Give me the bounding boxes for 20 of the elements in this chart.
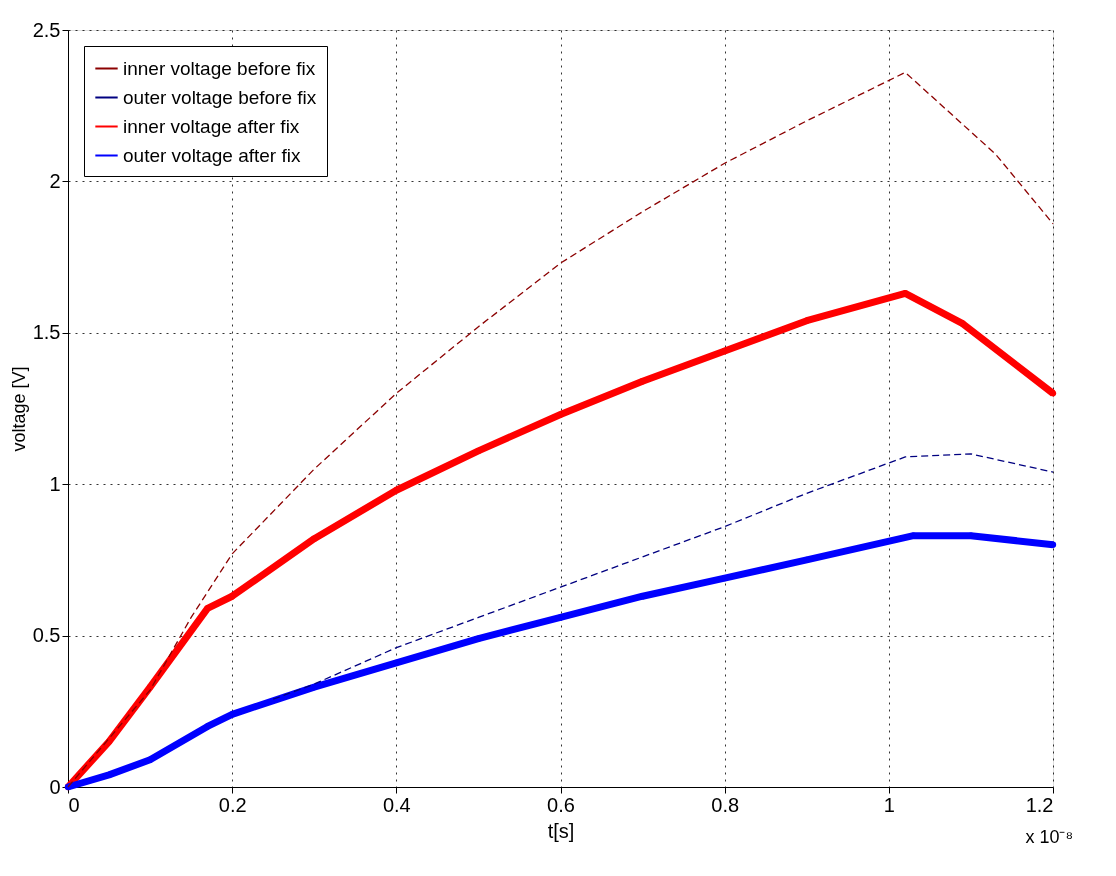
y-tick-label: 2 <box>49 169 61 192</box>
legend-label: inner voltage before fix <box>123 57 316 79</box>
x-tick-label: 1.2 <box>1025 793 1054 816</box>
y-axis-title: voltage [V] <box>8 366 29 452</box>
legend-label: outer voltage after fix <box>123 144 301 166</box>
x-tick-label: 0.6 <box>547 793 575 816</box>
legend-label: inner voltage after fix <box>123 115 300 137</box>
x-axis-title: t[s] <box>547 819 575 842</box>
y-tick-label: 0.5 <box>32 624 61 647</box>
y-tick-label: 1 <box>49 472 61 495</box>
x-tick-label: 0 <box>68 793 80 816</box>
x-tick-label: 0.2 <box>218 793 247 816</box>
legend-label: outer voltage before fix <box>123 86 317 108</box>
y-tick-label: 1.5 <box>32 321 61 344</box>
y-tick-label: 2.5 <box>32 18 61 41</box>
y-tick-label: 0 <box>49 775 61 798</box>
x-tick-label: 0.8 <box>711 793 740 816</box>
text: x 10⁻⁸ <box>1025 827 1073 847</box>
x-tick-label: 0.4 <box>382 793 411 816</box>
x-tick-label: 1 <box>883 793 895 816</box>
